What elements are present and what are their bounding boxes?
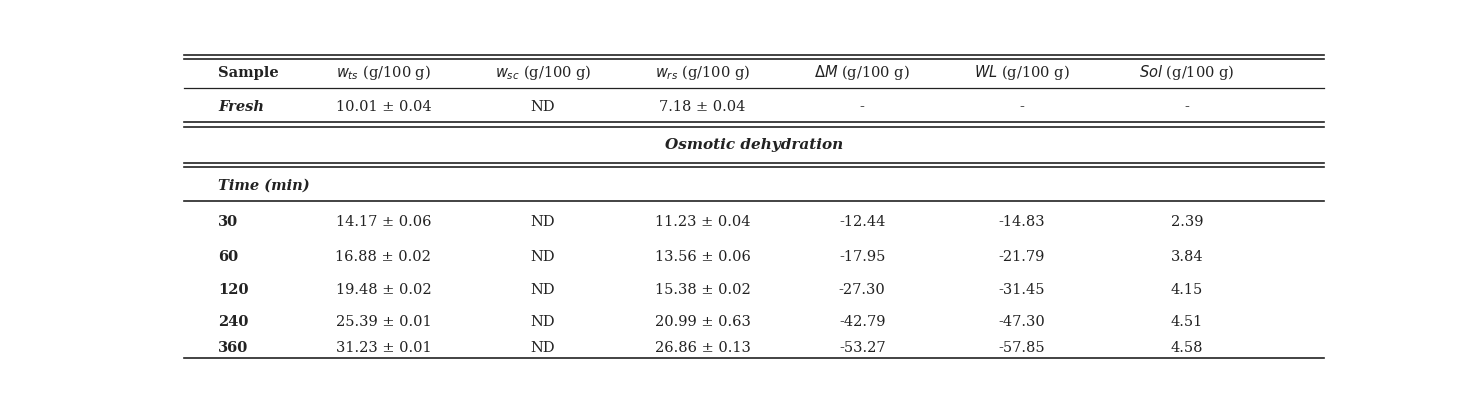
- Text: 31.23 ± 0.01: 31.23 ± 0.01: [335, 341, 431, 355]
- Text: $w_{sc}$ (g/100 g): $w_{sc}$ (g/100 g): [494, 63, 591, 82]
- Text: $Sol$ (g/100 g): $Sol$ (g/100 g): [1140, 63, 1234, 82]
- Text: -57.85: -57.85: [999, 341, 1044, 355]
- Text: 4.58: 4.58: [1171, 341, 1203, 355]
- Text: $\Delta M$ (g/100 g): $\Delta M$ (g/100 g): [815, 63, 911, 82]
- Text: 11.23 ± 0.04: 11.23 ± 0.04: [655, 215, 750, 229]
- Text: $WL$ (g/100 g): $WL$ (g/100 g): [974, 63, 1069, 82]
- Text: ND: ND: [531, 315, 555, 329]
- Text: -27.30: -27.30: [838, 283, 886, 297]
- Text: 30: 30: [218, 215, 238, 229]
- Text: 20.99 ± 0.63: 20.99 ± 0.63: [655, 315, 750, 329]
- Text: -47.30: -47.30: [999, 315, 1046, 329]
- Text: 2.39: 2.39: [1171, 215, 1203, 229]
- Text: 26.86 ± 0.13: 26.86 ± 0.13: [655, 341, 750, 355]
- Text: 120: 120: [218, 283, 249, 297]
- Text: Time (min): Time (min): [218, 179, 310, 193]
- Text: 4.15: 4.15: [1171, 283, 1203, 297]
- Text: 19.48 ± 0.02: 19.48 ± 0.02: [335, 283, 431, 297]
- Text: -42.79: -42.79: [838, 315, 886, 329]
- Text: Fresh: Fresh: [218, 100, 265, 114]
- Text: $w_{rs}$ (g/100 g): $w_{rs}$ (g/100 g): [655, 63, 750, 82]
- Text: 4.51: 4.51: [1171, 315, 1203, 329]
- Text: ND: ND: [531, 100, 555, 114]
- Text: 10.01 ± 0.04: 10.01 ± 0.04: [335, 100, 431, 114]
- Text: -53.27: -53.27: [838, 341, 886, 355]
- Text: ND: ND: [531, 283, 555, 297]
- Text: 14.17 ± 0.06: 14.17 ± 0.06: [335, 215, 431, 229]
- Text: 7.18 ± 0.04: 7.18 ± 0.04: [659, 100, 746, 114]
- Text: ND: ND: [531, 250, 555, 264]
- Text: 13.56 ± 0.06: 13.56 ± 0.06: [655, 250, 750, 264]
- Text: 15.38 ± 0.02: 15.38 ± 0.02: [655, 283, 750, 297]
- Text: -14.83: -14.83: [999, 215, 1044, 229]
- Text: 25.39 ± 0.01: 25.39 ± 0.01: [335, 315, 431, 329]
- Text: 360: 360: [218, 341, 249, 355]
- Text: -: -: [859, 100, 865, 114]
- Text: Sample: Sample: [218, 66, 279, 79]
- Text: $w_{ts}$ (g/100 g): $w_{ts}$ (g/100 g): [335, 63, 431, 82]
- Text: -12.44: -12.44: [838, 215, 886, 229]
- Text: -17.95: -17.95: [838, 250, 886, 264]
- Text: -: -: [1019, 100, 1024, 114]
- Text: 3.84: 3.84: [1171, 250, 1203, 264]
- Text: -21.79: -21.79: [999, 250, 1044, 264]
- Text: -: -: [1184, 100, 1190, 114]
- Text: 60: 60: [218, 250, 238, 264]
- Text: ND: ND: [531, 215, 555, 229]
- Text: ND: ND: [531, 341, 555, 355]
- Text: -31.45: -31.45: [999, 283, 1044, 297]
- Text: 16.88 ± 0.02: 16.88 ± 0.02: [335, 250, 431, 264]
- Text: Osmotic dehydration: Osmotic dehydration: [665, 137, 843, 152]
- Text: 240: 240: [218, 315, 249, 329]
